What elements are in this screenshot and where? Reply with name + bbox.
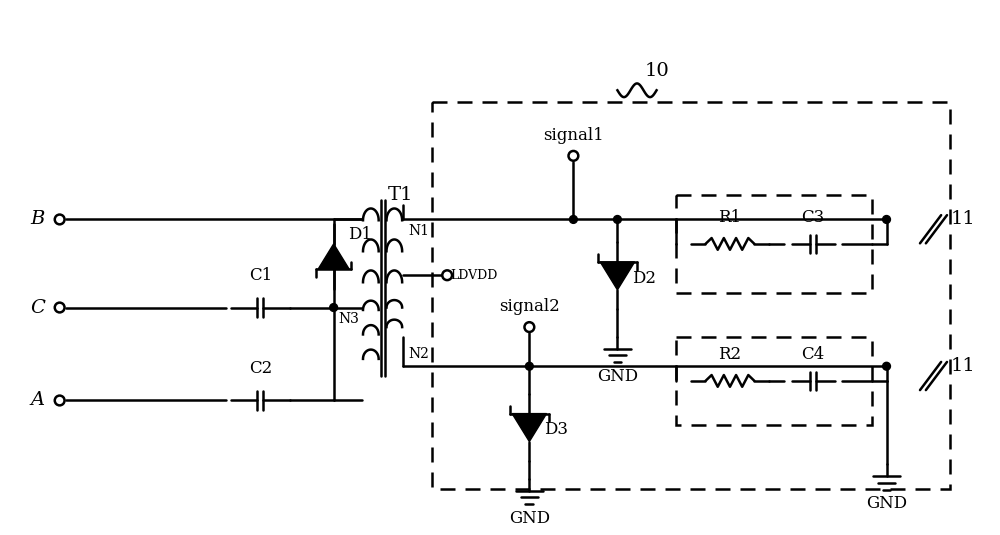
Text: D3: D3: [544, 422, 568, 438]
Bar: [432, 102, 950, 488]
Text: C: C: [30, 299, 45, 317]
Circle shape: [883, 216, 890, 224]
Text: D1: D1: [348, 226, 372, 243]
Polygon shape: [318, 244, 349, 269]
Circle shape: [55, 215, 65, 224]
Polygon shape: [512, 414, 547, 441]
Text: signal1: signal1: [543, 127, 604, 144]
Bar: [676, 337, 872, 425]
Text: 10: 10: [644, 62, 669, 80]
Text: 11: 11: [950, 210, 975, 228]
Text: GND: GND: [509, 510, 550, 527]
Circle shape: [442, 270, 452, 280]
Circle shape: [55, 303, 65, 312]
Text: N3: N3: [339, 312, 359, 326]
Text: N1: N1: [408, 224, 429, 238]
Circle shape: [525, 362, 533, 370]
Circle shape: [330, 303, 338, 311]
Text: R2: R2: [718, 346, 742, 363]
Text: N2: N2: [408, 347, 429, 361]
Circle shape: [883, 362, 890, 370]
Text: C3: C3: [802, 209, 825, 226]
Bar: [676, 195, 872, 293]
Text: LDVDD: LDVDD: [450, 269, 497, 282]
Text: signal2: signal2: [499, 299, 560, 315]
Polygon shape: [600, 262, 635, 290]
Circle shape: [568, 151, 578, 160]
Text: C2: C2: [249, 360, 272, 377]
Circle shape: [614, 216, 621, 224]
Text: B: B: [31, 210, 45, 228]
Text: R1: R1: [718, 209, 742, 226]
Text: GND: GND: [597, 368, 638, 385]
Circle shape: [569, 216, 577, 224]
Text: 11: 11: [950, 357, 975, 375]
Text: T1: T1: [387, 186, 413, 204]
Text: A: A: [31, 392, 45, 409]
Text: D2: D2: [632, 270, 656, 287]
Text: GND: GND: [866, 495, 907, 513]
Text: C1: C1: [249, 267, 272, 284]
Circle shape: [55, 395, 65, 406]
Text: C4: C4: [802, 346, 825, 363]
Circle shape: [524, 322, 534, 332]
